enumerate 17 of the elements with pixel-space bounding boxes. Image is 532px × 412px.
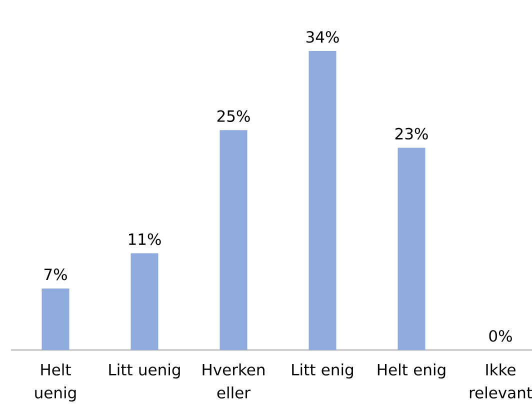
bar bbox=[308, 50, 336, 350]
data-label: 0% bbox=[489, 330, 512, 342]
x-tick-label: Helt uenig bbox=[35, 364, 76, 402]
data-label: 23% bbox=[395, 128, 428, 140]
bar bbox=[220, 130, 248, 350]
bar bbox=[42, 288, 70, 350]
x-tick-label: Litt enig bbox=[292, 364, 353, 379]
data-label: 25% bbox=[217, 110, 250, 122]
data-label: 7% bbox=[44, 268, 67, 280]
data-label: 11% bbox=[128, 233, 161, 246]
bar bbox=[130, 253, 158, 350]
data-label: 34% bbox=[306, 31, 339, 43]
bar bbox=[398, 148, 426, 350]
x-tick-label: Litt uenig bbox=[109, 364, 180, 379]
x-tick-label: Hverken eller bbox=[202, 364, 264, 399]
x-tick-label: Ikke relevant bbox=[470, 364, 532, 399]
x-tick-label: Helt enig bbox=[378, 364, 446, 379]
